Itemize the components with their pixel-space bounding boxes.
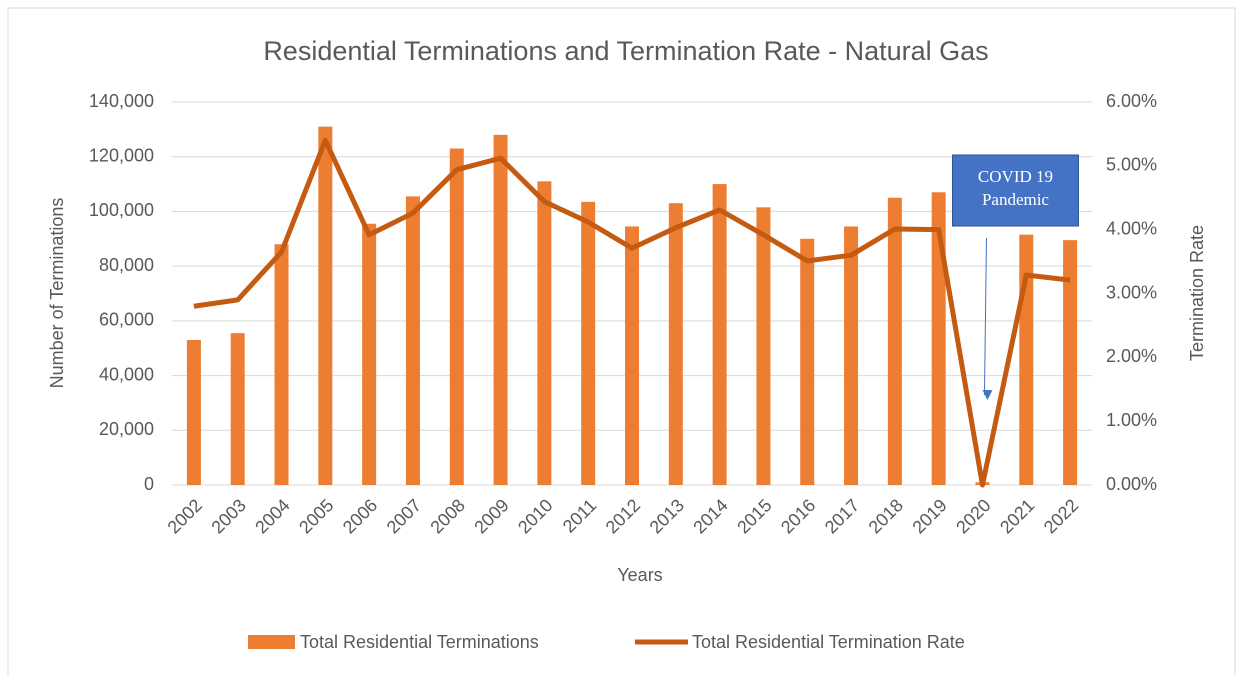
bar [230,333,245,485]
bar [362,223,377,485]
y-tick-label: 100,000 [89,200,154,220]
annotation-text: Pandemic [982,190,1049,209]
y2-tick-label: 1.00% [1106,410,1157,430]
legend-label: Total Residential Termination Rate [692,632,965,652]
y-tick-label: 60,000 [99,310,154,330]
y2-axis-label: Termination Rate [1187,225,1207,361]
x-axis-label: Years [617,565,662,585]
bar [712,184,727,486]
y2-tick-label: 6.00% [1106,91,1157,111]
y2-tick-label: 0.00% [1106,474,1157,494]
bar [449,148,464,485]
bar [186,340,201,485]
bar [405,196,420,485]
y-tick-label: 140,000 [89,91,154,111]
bar [844,226,859,485]
bar [756,207,771,485]
legend-label: Total Residential Terminations [300,632,539,652]
bar [1019,234,1034,485]
y-tick-label: 120,000 [89,145,154,165]
y-axis-label: Number of Terminations [47,198,67,389]
bar [581,201,596,485]
legend-swatch [248,635,295,649]
y-tick-label: 0 [144,474,154,494]
bar [668,203,683,485]
y2-tick-label: 3.00% [1106,282,1157,302]
line [193,137,1071,488]
bar [887,197,902,485]
y2-tick-label: 4.00% [1106,218,1157,238]
bar [537,181,552,486]
bar [493,134,508,486]
bar [931,192,946,485]
bar [1063,240,1078,485]
bar [625,226,639,485]
bar [318,126,333,485]
annotation-text: COVID 19 [978,167,1053,186]
annotation-arrow [982,237,993,401]
annotation-box [951,154,1079,227]
y2-tick-label: 5.00% [1106,155,1157,175]
y2-tick-label: 2.00% [1106,346,1157,366]
y-tick-label: 80,000 [99,255,154,275]
bar [800,238,815,485]
y-tick-label: 40,000 [99,364,154,384]
bar [274,244,289,485]
chart-title: Residential Terminations and Termination… [263,36,988,66]
y-tick-label: 20,000 [99,419,154,439]
